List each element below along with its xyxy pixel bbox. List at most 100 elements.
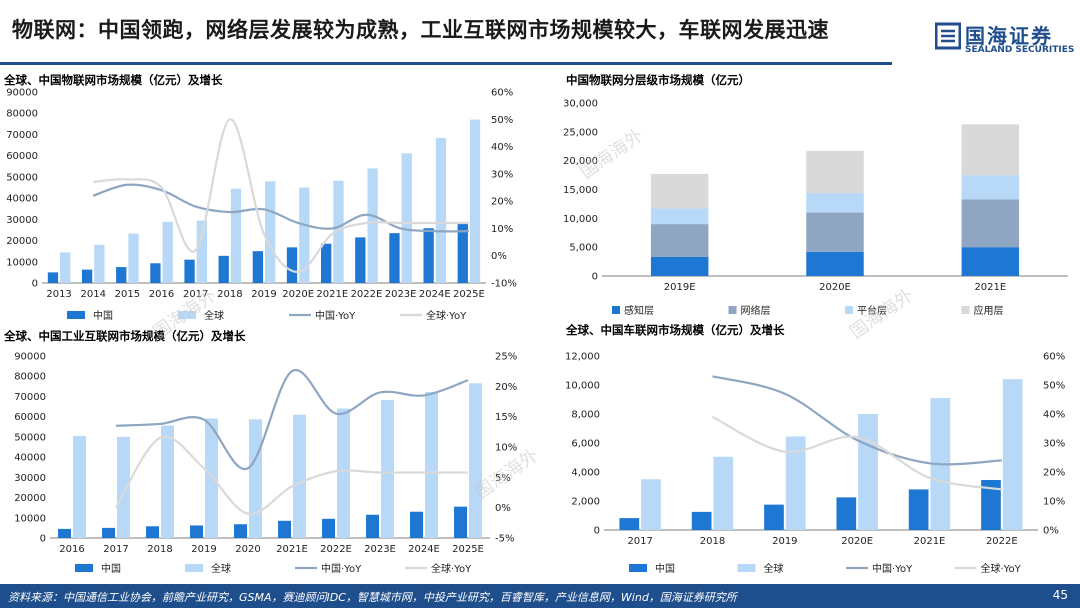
global-bar (858, 414, 878, 530)
x-tick-label: 2019 (191, 544, 216, 555)
y-tick-label: 10000 (6, 257, 38, 268)
global-bar (337, 409, 350, 538)
x-tick-label: 2019E (664, 282, 696, 293)
china-bar (219, 256, 229, 283)
y-tick-label: 25,000 (563, 127, 598, 138)
y-tick-label: 4,000 (571, 468, 600, 479)
y-tick-label: 10000 (14, 513, 46, 524)
global-bar (163, 222, 173, 283)
source-note: 资料来源：中国通信工业协会，前瞻产业研究，GSMA，赛迪顾问IDC，智慧城市网，… (8, 589, 737, 605)
y-tick-label: 50000 (14, 432, 46, 443)
china-bar (322, 519, 335, 538)
y2-tick-label: 0% (491, 251, 507, 262)
global-yoy-line (713, 417, 1002, 490)
chart-canvas: 0100002000030000400005000060000700008000… (0, 328, 530, 580)
y2-tick-label: 25% (495, 352, 517, 363)
x-tick-label: 2018 (147, 544, 172, 555)
global-bar (94, 245, 104, 283)
china-bar (287, 247, 297, 283)
global-bar (231, 189, 241, 283)
y-tick-label: 50000 (6, 172, 38, 183)
legend-label: 全球 (211, 562, 231, 575)
page-title: 物联网：中国领跑，网络层发展较为成熟，工业互联网市场规模较大，车联网发展迅速 (12, 14, 829, 44)
global-bar (425, 392, 438, 538)
legend-label: 全球·YoY (431, 562, 472, 575)
x-tick-label: 2024E (408, 544, 440, 555)
y-tick-label: 80000 (6, 109, 38, 120)
x-tick-label: 2015 (115, 289, 140, 300)
page-number: 45 (1053, 588, 1068, 602)
china-bar (82, 270, 92, 283)
china-bar (48, 272, 58, 283)
x-tick-label: 2013 (46, 289, 71, 300)
y-tick-label: 0 (32, 279, 38, 290)
x-tick-label: 2022E (351, 289, 383, 300)
legend-label: 中国·YoY (321, 562, 362, 575)
x-tick-label: 2025E (452, 544, 484, 555)
y2-tick-label: 60% (1043, 352, 1065, 363)
x-tick-label: 2019 (251, 289, 276, 300)
global-bar (714, 457, 734, 530)
legend-label: 中国 (655, 562, 675, 575)
stack-segment-1 (806, 213, 863, 252)
x-tick-label: 2014 (81, 289, 106, 300)
x-tick-label: 2017 (627, 536, 652, 547)
iov-market-chart: 全球、中国车联网市场规模（亿元）及增长 02,0004,0006,0008,00… (562, 322, 1080, 580)
china-bar (389, 233, 399, 283)
global-yoy-line (93, 119, 469, 272)
stack-segment-1 (651, 224, 708, 257)
x-tick-label: 2020E (282, 289, 314, 300)
y-tick-label: 70000 (6, 130, 38, 141)
x-tick-label: 2018 (700, 536, 725, 547)
x-tick-label: 2025E (453, 289, 485, 300)
legend-label: 全球·YoY (426, 309, 467, 322)
y-tick-label: 6,000 (571, 439, 600, 450)
global-bar (265, 181, 275, 283)
china-yoy-line (93, 185, 469, 232)
y-tick-label: 5,000 (569, 243, 598, 254)
x-tick-label: 2021E (974, 282, 1006, 293)
footer-bar: 资料来源：中国通信工业协会，前瞻产业研究，GSMA，赛迪顾问IDC，智慧城市网，… (0, 584, 1080, 608)
global-bar (367, 168, 377, 283)
china-bar (58, 529, 71, 538)
china-bar (150, 263, 160, 283)
y2-tick-label: 40% (1043, 410, 1065, 421)
stack-segment-1 (962, 199, 1019, 247)
y-tick-label: 40000 (6, 194, 38, 205)
legend-swatch (75, 564, 93, 572)
china-bar (278, 521, 291, 538)
logo-icon (935, 22, 961, 50)
y2-tick-label: 0% (1043, 526, 1059, 537)
legend-swatch (738, 564, 756, 572)
legend-swatch (67, 311, 85, 319)
legend-swatch (729, 306, 737, 314)
china-bar (454, 507, 467, 538)
y-tick-label: 12,000 (565, 352, 600, 363)
y2-tick-label: 0% (495, 503, 511, 514)
legend-swatch (612, 306, 620, 314)
global-bar (641, 479, 661, 530)
y-tick-label: 90000 (14, 352, 46, 363)
global-bar (436, 138, 446, 283)
china-bar (116, 267, 126, 283)
china-bar (410, 512, 423, 538)
stack-segment-3 (806, 151, 863, 193)
y-tick-label: 0 (40, 534, 46, 545)
china-bar (321, 244, 331, 283)
y-tick-label: 60000 (14, 412, 46, 423)
legend-label: 中国·YoY (872, 562, 913, 575)
global-bar (293, 415, 306, 538)
y2-tick-label: 20% (491, 197, 513, 208)
y2-tick-label: 15% (495, 412, 517, 423)
y-tick-label: 20000 (14, 493, 46, 504)
x-tick-label: 2021E (316, 289, 348, 300)
y2-tick-label: -10% (491, 279, 517, 290)
x-tick-label: 2021E (914, 536, 946, 547)
legend-label: 全球 (764, 562, 784, 575)
legend-label: 应用层 (974, 304, 1004, 317)
x-tick-label: 2019 (772, 536, 797, 547)
global-bar (1003, 379, 1023, 530)
y-tick-label: 80000 (14, 372, 46, 383)
legend-swatch (629, 564, 647, 572)
china-bar (619, 518, 639, 530)
